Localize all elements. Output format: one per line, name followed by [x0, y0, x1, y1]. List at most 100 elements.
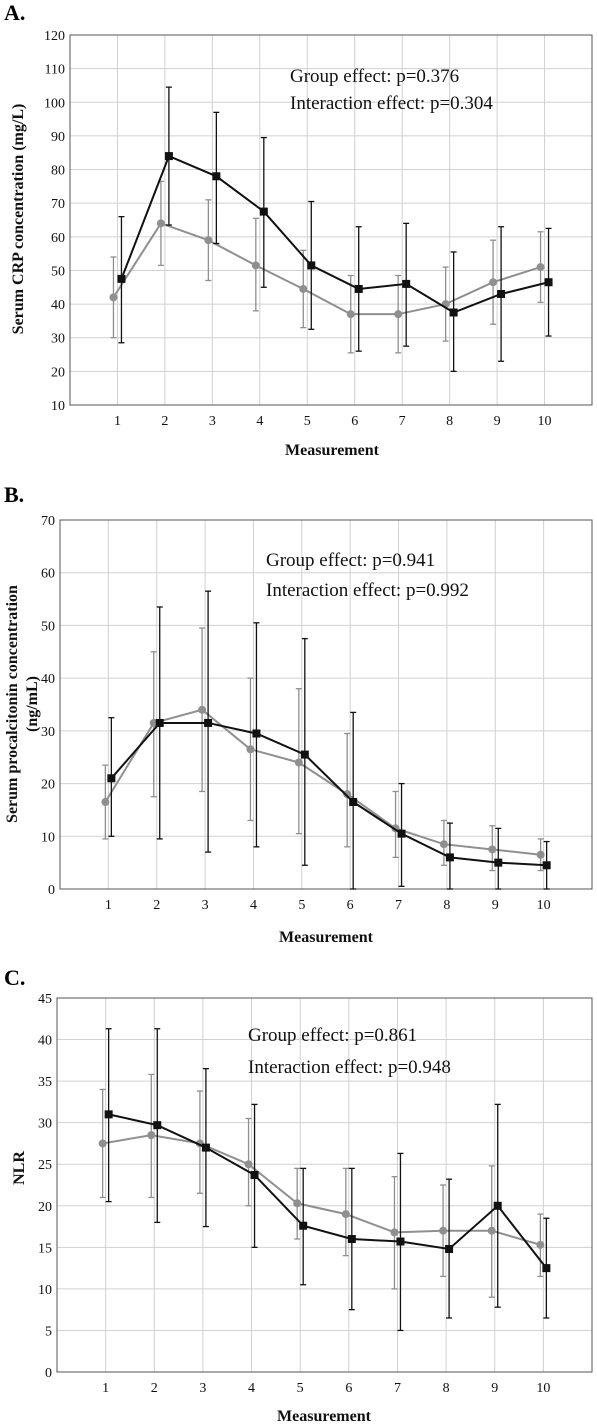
panel-c-gray-series-point	[147, 1131, 156, 1140]
panel-b-y-tick-label: 70	[41, 514, 55, 529]
panel-c-interaction-effect: Interaction effect: p=0.948	[248, 1057, 451, 1078]
panel-c-black-series-point	[250, 1171, 259, 1180]
panel-c-x-tick-label: 3	[199, 1381, 206, 1396]
panel-b-x-tick-label: 1	[105, 898, 112, 913]
panel-a-interaction-effect: Interaction effect: p=0.304	[290, 93, 493, 114]
panel-a-gray-series-point	[156, 219, 165, 228]
panel-b-black-series-point	[300, 750, 309, 759]
panel-b-gray-series-point	[439, 840, 448, 849]
panel-a-x-tick-label: 10	[538, 414, 552, 429]
panel-c-x-tick-label: 9	[491, 1381, 498, 1396]
panel-c-gray-series-point	[390, 1228, 399, 1237]
panel-a-y-tick-label: 70	[51, 197, 65, 212]
panel-b-gray-series-point	[536, 850, 545, 859]
panel-b-group-effect: Group effect: p=0.941	[266, 550, 435, 571]
panel-b-gray-series-point	[198, 705, 207, 714]
panel-a-gray-series-point	[346, 310, 355, 319]
panel-c-x-axis-label: Measurement	[277, 1408, 372, 1425]
panel-c-y-tick-label: 5	[45, 1324, 52, 1339]
panel-a-gray-series-line	[112, 222, 541, 316]
panel-b-black-series-point	[107, 774, 116, 783]
panel-c-letter: C.	[4, 965, 25, 990]
panel-b-x-tick-label: 5	[298, 898, 305, 913]
panel-b-black-series-point	[349, 798, 358, 807]
panel-b-black-series-point	[155, 718, 164, 727]
panel-c-y-tick-label: 45	[38, 992, 52, 1007]
panel-b-gray-series-point	[294, 758, 303, 767]
panel-c-black-series-point	[396, 1237, 405, 1246]
panel-b-x-tick-label: 10	[537, 898, 551, 913]
panel-a-y-tick-label: 40	[51, 298, 65, 313]
panel-c-y-tick-label: 25	[38, 1158, 52, 1173]
panel-b-interaction-effect: Interaction effect: p=0.992	[266, 580, 469, 601]
panel-a-gray-series-point	[109, 293, 118, 302]
panel-a-black-series-point	[354, 284, 363, 293]
panel-a-black-series-point	[164, 152, 173, 161]
panel-b-y-tick-label: 10	[41, 830, 55, 845]
panel-a-y-tick-label: 90	[51, 130, 65, 145]
panel-a-y-tick-label: 60	[51, 231, 65, 246]
panel-a-gray-series-point	[394, 310, 403, 319]
panel-a-black-series-point	[259, 207, 268, 216]
panel-b: B. 0 10 20 30 40 50 60 70 1 2 3 4 5 6 7 8 9 10 Group effe…	[4, 482, 593, 946]
panel-a-plot-area: 10 20 30 40 50 60 70 80 90 100 110 120 1 2 3 4 5 6 7 8 9 10	[44, 29, 593, 429]
panel-a-x-tick-label: 3	[209, 414, 216, 429]
panel-c-x-tick-label: 2	[151, 1381, 158, 1396]
panel-a-y-tick-label: 100	[44, 96, 65, 111]
panel-b-black-series-point	[542, 861, 551, 870]
panel-a-y-tick-label: 120	[44, 29, 65, 44]
panel-a-gray-series-point	[204, 236, 213, 245]
panel-c-gray-series-point	[293, 1199, 302, 1208]
panel-b-y-axis-label-line1: Serum procalcitonin concentration	[4, 585, 21, 823]
panel-c-gray-series-line	[102, 1134, 541, 1246]
panel-c-black-series-point	[153, 1121, 162, 1130]
panel-c-x-tick-label: 1	[102, 1381, 109, 1396]
panel-a-x-tick-label: 4	[256, 414, 263, 429]
panel-c-black-series-point	[445, 1244, 454, 1253]
panel-c-black-series-point	[299, 1221, 308, 1230]
panel-a-x-tick-label: 7	[399, 414, 406, 429]
panel-b-x-tick-label: 6	[347, 898, 354, 913]
panel-c-plot-frame	[56, 997, 593, 1373]
panel-c-gray-series-point	[536, 1240, 545, 1249]
panel-a-y-axis-label: Serum CRP concentration (mg/L)	[10, 104, 27, 335]
panel-b-gray-series-point	[488, 845, 497, 854]
panel-c-black-series-line	[108, 1113, 548, 1269]
panel-b-x-tick-label: 9	[492, 898, 499, 913]
panel-a-x-tick-label: 9	[494, 414, 501, 429]
panel-b-black-series-point	[445, 853, 454, 862]
panel-c-y-tick-label: 10	[38, 1283, 52, 1298]
panel-a-black-series-point	[212, 172, 221, 181]
panel-c-gray-series-point	[341, 1210, 350, 1219]
panel-b-x-axis-label: Measurement	[279, 929, 374, 946]
panel-c-gray-series-point	[487, 1226, 496, 1235]
panel-b-x-tick-label: 2	[153, 898, 160, 913]
panel-b-y-tick-label: 60	[41, 567, 55, 582]
panel-b-plot-area: 0 10 20 30 40 50 60 70 1 2 3 4 5 6 7 8 9 10	[41, 514, 593, 913]
panel-c-y-tick-label: 15	[38, 1241, 52, 1256]
panel-c-gray-series-point	[98, 1139, 107, 1148]
panel-a-black-series-point	[544, 278, 553, 287]
panel-c-black-series-point	[542, 1264, 551, 1273]
panel-b-black-series-point	[252, 729, 261, 738]
panel-a-y-tick-label: 10	[51, 399, 65, 414]
panel-a-y-tick-label: 110	[45, 63, 65, 78]
panel-a-gray-series-point	[299, 284, 308, 293]
panel-b-y-tick-label: 20	[41, 778, 55, 793]
panel-a-y-tick-label: 20	[51, 365, 65, 380]
panel-a-x-tick-label: 2	[161, 414, 168, 429]
panel-a-black-series-point	[497, 290, 506, 298]
panel-b-black-series-point	[204, 718, 213, 727]
panel-b-letter: B.	[4, 482, 24, 507]
panel-a-black-series-point	[307, 261, 316, 270]
panel-c-x-tick-label: 6	[345, 1381, 352, 1396]
panel-c-y-tick-label: 0	[45, 1366, 52, 1381]
panel-b-y-tick-label: 40	[41, 672, 55, 687]
panel-c-gray-series-point	[439, 1226, 448, 1235]
panel-c-x-tick-label: 4	[248, 1381, 255, 1396]
panel-b-gray-series-point	[101, 798, 110, 807]
panel-a-letter: A.	[4, 0, 25, 25]
